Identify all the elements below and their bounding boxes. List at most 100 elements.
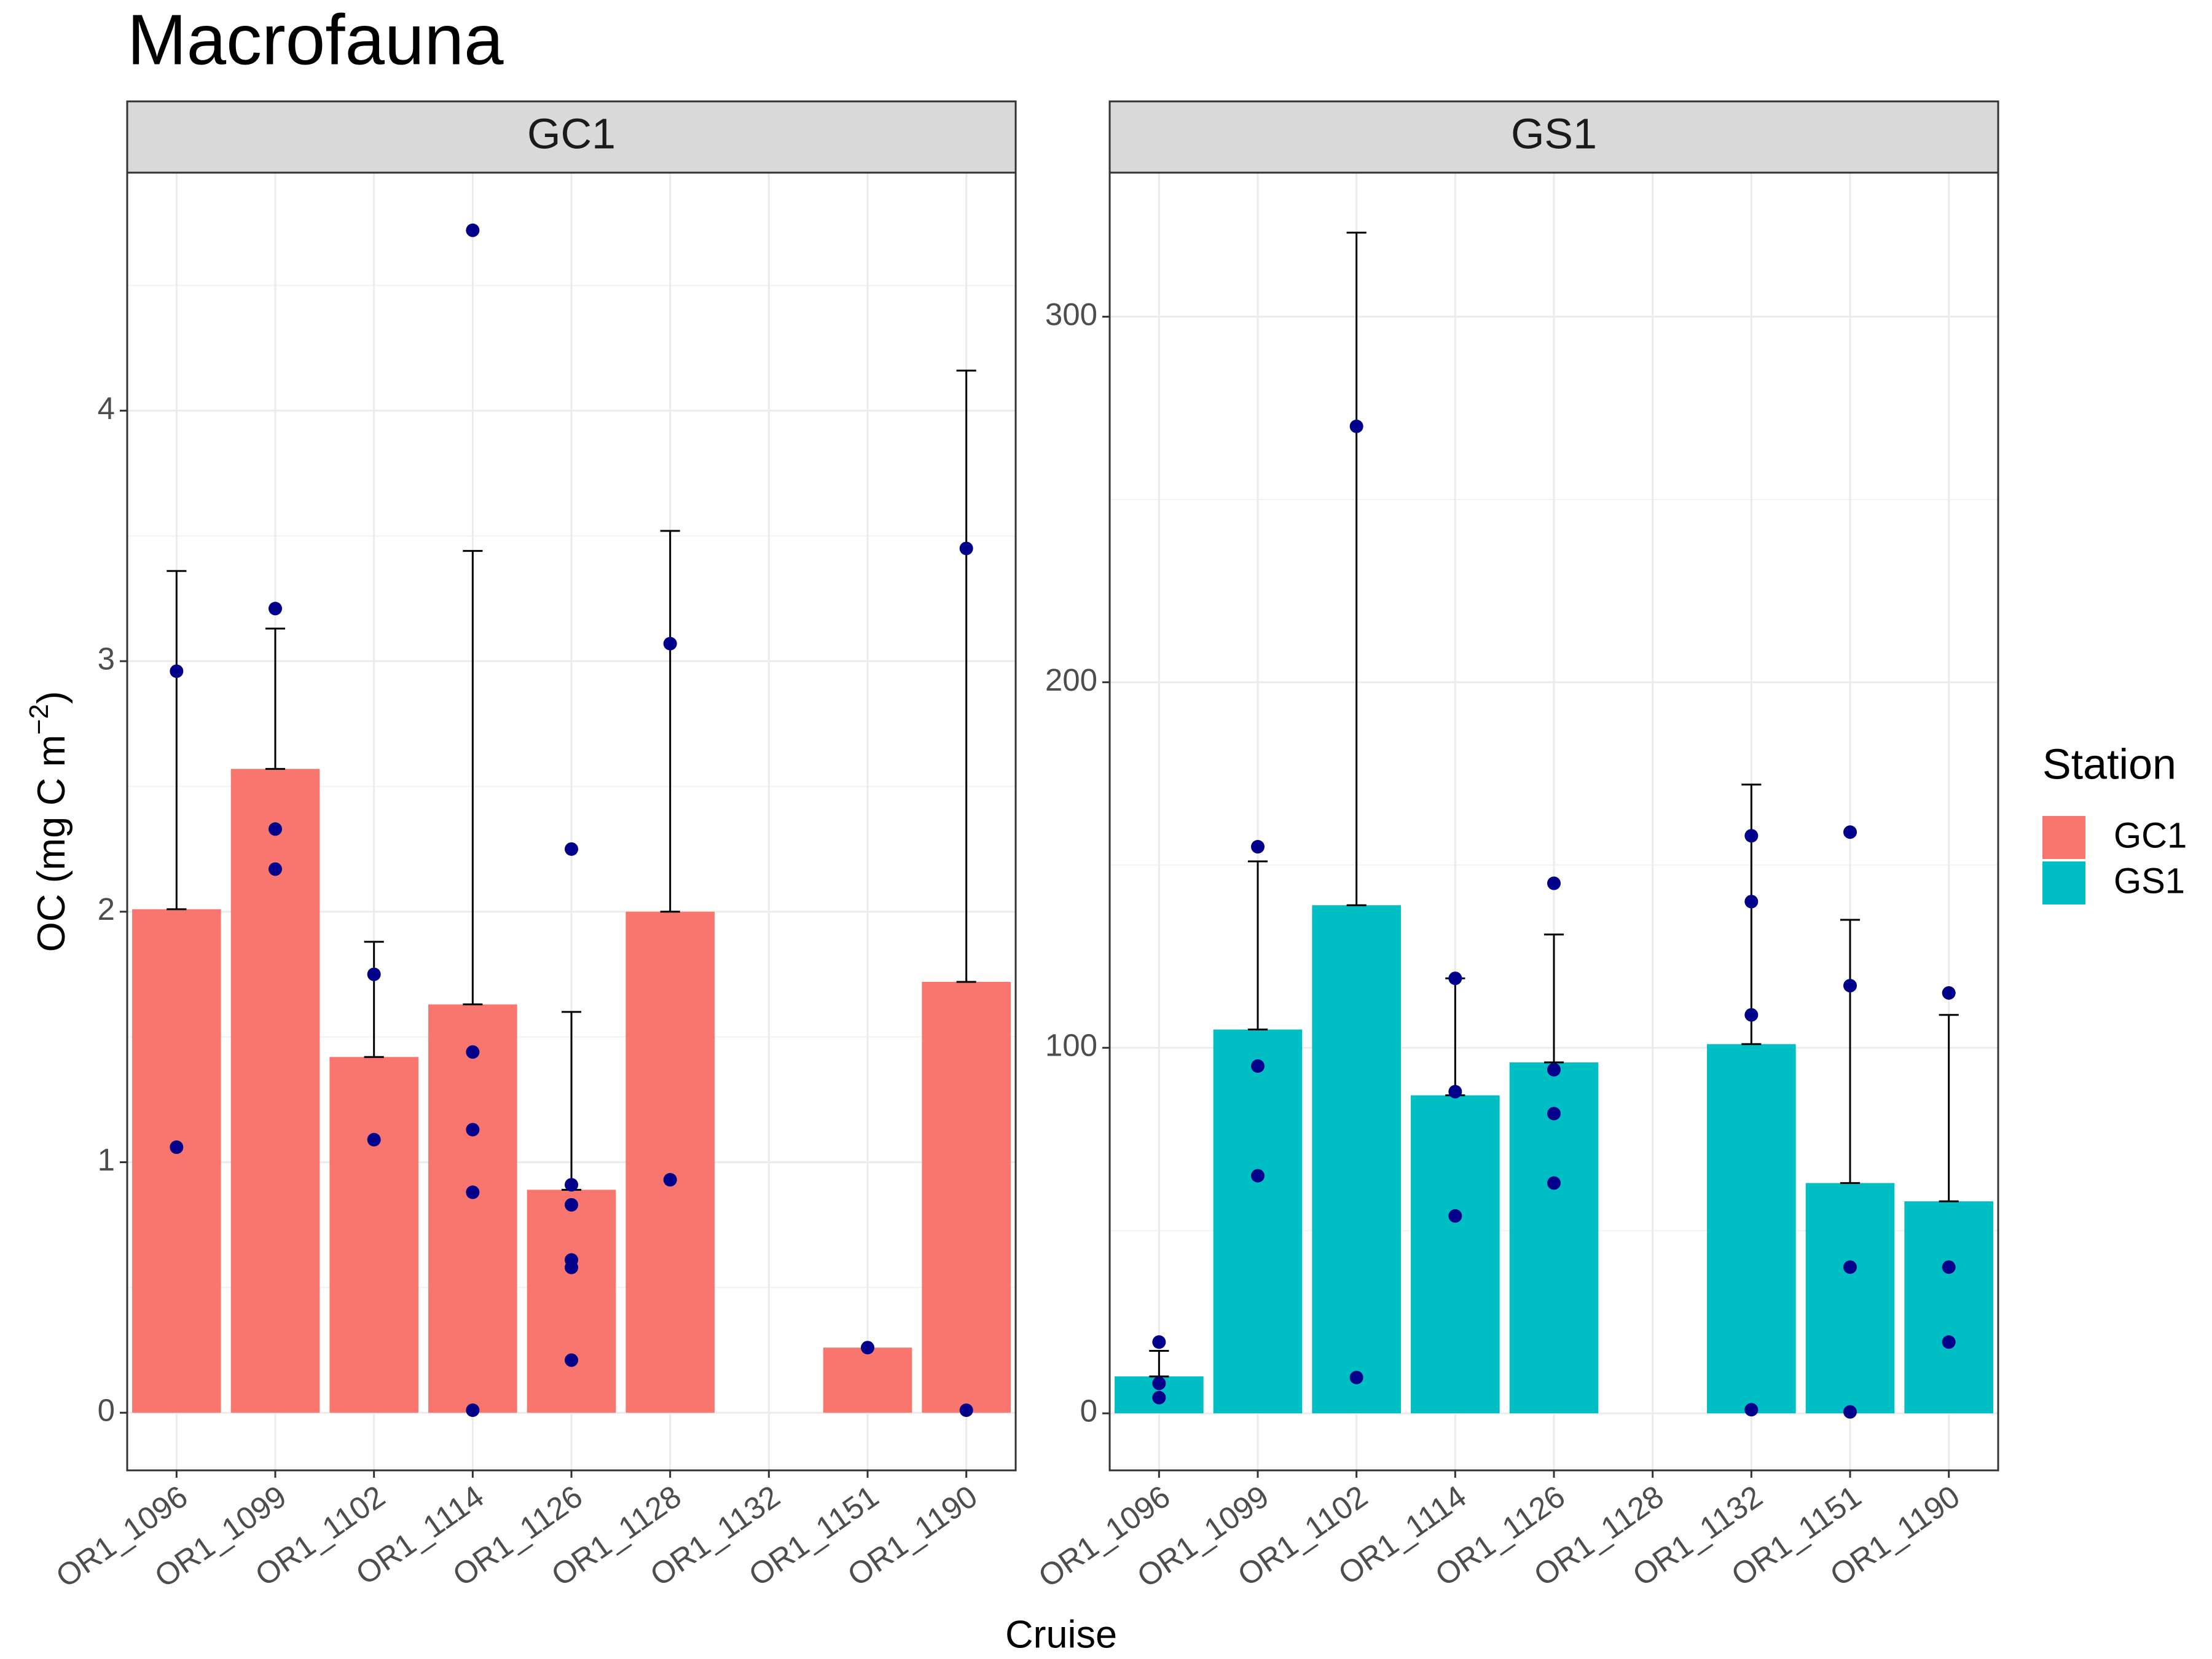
point — [565, 1260, 578, 1274]
y-tick-label: 3 — [98, 641, 115, 677]
point — [1942, 1335, 1956, 1349]
point — [1547, 1176, 1561, 1190]
point — [466, 223, 480, 237]
point — [1843, 825, 1857, 839]
point — [1448, 971, 1462, 986]
bar — [626, 911, 715, 1413]
legend-key — [2042, 816, 2085, 859]
bar — [1411, 1095, 1500, 1414]
point — [1349, 1370, 1363, 1384]
error-bar — [1939, 1014, 1959, 1202]
bar — [823, 1347, 912, 1413]
point — [959, 541, 973, 555]
error-bar — [364, 941, 384, 1058]
point — [269, 602, 282, 616]
point — [1448, 1084, 1462, 1099]
point — [269, 822, 282, 836]
error-bar — [463, 550, 483, 1006]
point — [170, 664, 184, 678]
point — [663, 637, 677, 651]
point — [565, 1178, 578, 1192]
bar — [1312, 905, 1401, 1414]
point — [1547, 876, 1561, 890]
point — [1448, 1209, 1462, 1223]
error-bar — [1543, 933, 1564, 1064]
bar — [428, 1004, 517, 1413]
y-tick-label: 0 — [98, 1393, 115, 1428]
point — [1744, 1008, 1759, 1022]
error-bar — [1149, 1349, 1169, 1378]
point — [1251, 1169, 1265, 1183]
bar — [1509, 1062, 1599, 1414]
y-label-part: OC (mg C m — [30, 735, 73, 952]
point — [959, 1403, 973, 1418]
point — [170, 1140, 184, 1155]
legend-label: GS1 — [2114, 861, 2185, 901]
y-tick-label: 200 — [1045, 662, 1097, 697]
point — [1547, 1062, 1561, 1077]
error-bar — [1840, 919, 1861, 1184]
bar — [132, 909, 221, 1413]
point — [1744, 1403, 1759, 1417]
point — [1349, 419, 1363, 433]
bar — [922, 981, 1011, 1413]
point — [1251, 840, 1265, 854]
error-bar — [1247, 860, 1268, 1031]
y-tick-label: 0 — [1080, 1394, 1097, 1429]
point — [565, 1353, 578, 1367]
y-tick-label: 300 — [1045, 297, 1097, 332]
point — [367, 967, 381, 981]
point — [1547, 1107, 1561, 1121]
strip-label: GC1 — [527, 109, 616, 157]
point — [1152, 1390, 1166, 1405]
point — [861, 1341, 874, 1355]
bar — [230, 769, 320, 1413]
point — [1251, 1059, 1265, 1073]
point — [1942, 986, 1956, 1000]
point — [466, 1045, 480, 1059]
legend-title: Station — [2042, 740, 2176, 788]
strip — [1108, 100, 1999, 174]
error-bar — [1741, 783, 1762, 1045]
y-label-part: ) — [30, 691, 73, 704]
legend-label: GC1 — [2114, 815, 2187, 855]
bar — [527, 1190, 616, 1413]
error-bar — [660, 530, 680, 913]
error-bar — [1346, 232, 1367, 906]
point — [466, 1185, 480, 1199]
point — [466, 1123, 480, 1137]
point — [1152, 1376, 1166, 1390]
bar — [1904, 1201, 1993, 1414]
strip-label: GS1 — [1511, 109, 1597, 157]
point — [1744, 895, 1759, 909]
error-bar — [956, 369, 976, 983]
y-tick-label: 2 — [98, 892, 115, 927]
y-tick-label: 100 — [1045, 1028, 1097, 1063]
point — [1843, 1260, 1857, 1274]
y-tick-label: 4 — [98, 391, 115, 426]
bar — [1213, 1029, 1303, 1414]
error-bar — [167, 570, 187, 911]
x-axis-label: Cruise — [1005, 1614, 1117, 1657]
strip — [126, 100, 1017, 174]
bar — [1707, 1044, 1796, 1414]
point — [1942, 1260, 1956, 1274]
y-tick-label: 1 — [98, 1142, 115, 1177]
y-axis-label: OC (mg C m−2) — [24, 691, 73, 952]
chart-title: Macrofauna — [127, 0, 504, 80]
point — [565, 842, 578, 856]
point — [663, 1173, 677, 1187]
point — [269, 862, 282, 876]
point — [367, 1132, 381, 1147]
point — [1152, 1335, 1166, 1349]
point — [466, 1403, 480, 1418]
point — [565, 1198, 578, 1212]
point — [1843, 979, 1857, 993]
bar — [1805, 1183, 1895, 1414]
point — [1744, 829, 1759, 843]
legend-key — [2042, 861, 2085, 904]
y-label-sup: −2 — [24, 704, 54, 735]
point — [1843, 1405, 1857, 1419]
